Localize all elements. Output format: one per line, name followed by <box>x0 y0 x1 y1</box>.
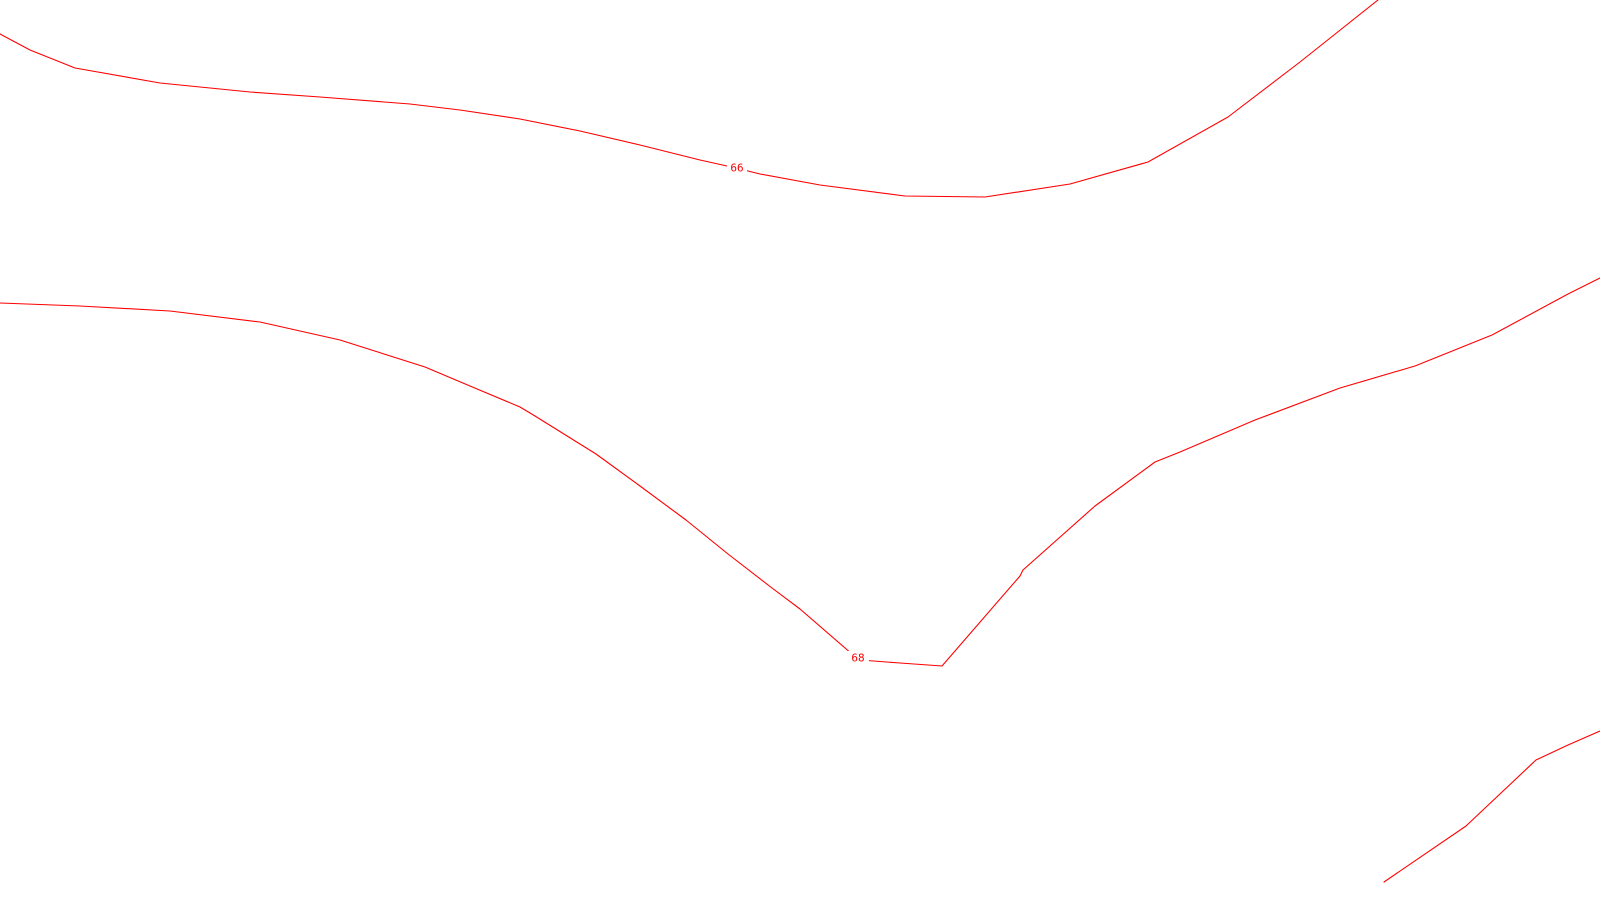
contour-label-bg-66 <box>727 160 747 175</box>
contour-label-bg-68 <box>847 651 869 666</box>
contour-line-68 <box>0 277 1600 667</box>
contour-line-lower <box>1383 730 1600 883</box>
contour-label-66: 66 <box>730 162 743 175</box>
contour-label-68: 68 <box>851 652 864 665</box>
contour-line-66 <box>0 0 1379 198</box>
